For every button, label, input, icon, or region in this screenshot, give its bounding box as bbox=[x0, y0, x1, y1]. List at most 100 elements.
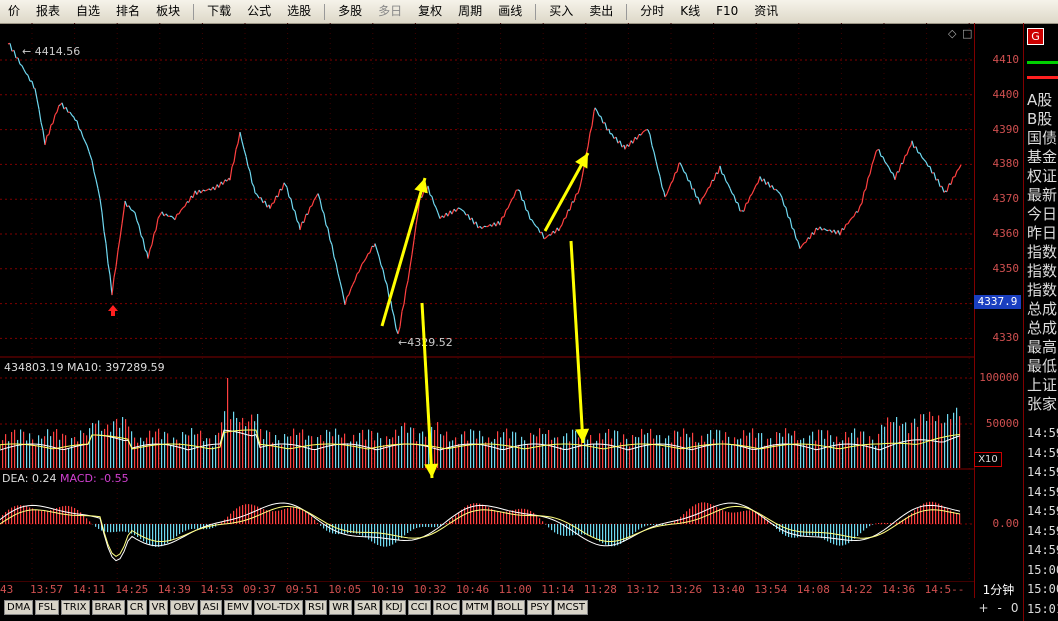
toolbar-button[interactable]: 排名 bbox=[116, 4, 141, 18]
toolbar-button[interactable]: 分时 bbox=[640, 4, 665, 18]
indicator-tab-mcst[interactable]: MCST bbox=[553, 600, 588, 615]
side-panel-item[interactable]: 指数 bbox=[1027, 243, 1058, 261]
side-panel-item[interactable]: 最新 bbox=[1027, 186, 1058, 204]
macd-histogram-bar bbox=[293, 507, 295, 524]
toolbar-button[interactable]: 下载 bbox=[207, 4, 232, 18]
side-panel-item[interactable]: 国债 bbox=[1027, 129, 1058, 147]
side-panel-item[interactable]: 上证 bbox=[1027, 376, 1058, 394]
zoom-in-button[interactable]: + bbox=[978, 600, 989, 615]
indicator-tab-mtm[interactable]: MTM bbox=[462, 600, 492, 615]
price-line-segment bbox=[361, 261, 365, 265]
side-panel-item[interactable]: 指数 bbox=[1027, 262, 1058, 280]
toolbar-button[interactable]: 画线 bbox=[498, 4, 523, 18]
price-line-segment bbox=[269, 203, 273, 209]
side-panel-item[interactable]: 总成 bbox=[1027, 319, 1058, 337]
indicator-tab-wr[interactable]: WR bbox=[329, 600, 353, 615]
side-panel-item[interactable]: 今日 bbox=[1027, 205, 1058, 223]
indicator-tab-vol-tdx[interactable]: VOL-TDX bbox=[253, 600, 303, 615]
side-panel-item[interactable]: 基金 bbox=[1027, 148, 1058, 166]
volume-bar bbox=[17, 439, 19, 468]
price-line-segment bbox=[958, 164, 962, 169]
indicator-tab-cci[interactable]: CCI bbox=[407, 600, 431, 615]
intraday-kline-chart[interactable]: ← 4414.56←4329.52434803.19 MA10: 397289.… bbox=[0, 23, 974, 582]
price-line-segment bbox=[71, 114, 75, 118]
side-panel-item[interactable]: 权证 bbox=[1027, 167, 1058, 185]
volume-bar bbox=[776, 432, 778, 468]
side-panel-item[interactable]: B股 bbox=[1027, 110, 1053, 128]
toolbar-button[interactable]: 报表 bbox=[36, 4, 61, 18]
macd-histogram-bar bbox=[296, 507, 298, 524]
indicator-tab-fsl[interactable]: FSL bbox=[35, 600, 59, 615]
volume-bar bbox=[44, 436, 46, 468]
indicator-tab-trix[interactable]: TRIX bbox=[60, 600, 90, 615]
indicator-tab-emv[interactable]: EMV bbox=[223, 600, 252, 615]
indicator-tab-kdj[interactable]: KDJ bbox=[382, 600, 406, 615]
price-line-segment bbox=[693, 188, 697, 198]
period-selector[interactable]: 1分钟 bbox=[982, 583, 1015, 597]
side-panel-item[interactable]: 总成 bbox=[1027, 300, 1058, 318]
toolbar-button[interactable]: 多日 bbox=[378, 4, 403, 18]
macd-histogram-bar bbox=[665, 524, 667, 525]
volume-bar bbox=[803, 438, 805, 468]
side-panel-item[interactable]: 张家 bbox=[1027, 395, 1058, 413]
price-line-segment bbox=[288, 196, 292, 200]
toolbar-button[interactable]: 多股 bbox=[338, 4, 363, 18]
price-line-segment bbox=[374, 243, 378, 251]
volume-bar bbox=[329, 431, 331, 468]
volume-bar bbox=[419, 433, 421, 468]
toolbar-button[interactable]: 选股 bbox=[287, 4, 312, 18]
indicator-tab-roc[interactable]: ROC bbox=[432, 600, 461, 615]
price-line-segment bbox=[731, 192, 735, 196]
volume-bar bbox=[716, 429, 718, 468]
toolbar-button[interactable]: 公式 bbox=[247, 4, 272, 18]
toolbar-button[interactable]: 买入 bbox=[549, 4, 574, 18]
volume-bar bbox=[311, 436, 313, 468]
price-line-segment bbox=[657, 169, 661, 177]
zoom-reset-button[interactable]: 0 bbox=[1010, 600, 1019, 615]
indicator-tab-obv[interactable]: OBV bbox=[170, 600, 198, 615]
toolbar-button[interactable]: 价 bbox=[8, 4, 21, 18]
price-line-segment bbox=[950, 176, 954, 185]
side-panel-item[interactable]: 指数 bbox=[1027, 281, 1058, 299]
volume-bar bbox=[155, 431, 157, 468]
indicator-tab-dma[interactable]: DMA bbox=[4, 600, 34, 615]
macd-histogram-bar bbox=[230, 513, 232, 524]
g-badge[interactable]: G bbox=[1027, 28, 1044, 45]
volume-bar bbox=[614, 430, 616, 468]
zoom-out-button[interactable]: - bbox=[997, 600, 1002, 615]
toolbar-button[interactable]: 自选 bbox=[76, 4, 101, 18]
macd-histogram-bar bbox=[149, 524, 151, 545]
toolbar-button[interactable]: F10 bbox=[716, 4, 739, 18]
volume-bar bbox=[26, 440, 28, 468]
toolbar-button[interactable]: 资讯 bbox=[754, 4, 779, 18]
toolbar-button[interactable]: 板块 bbox=[156, 4, 181, 18]
volume-bar bbox=[584, 434, 586, 468]
toolbar-button[interactable]: 卖出 bbox=[589, 4, 614, 18]
price-line-segment bbox=[335, 262, 339, 274]
price-line-segment bbox=[565, 209, 569, 218]
green-indicator-bar bbox=[1027, 61, 1058, 64]
indicator-tab-boll[interactable]: BOLL bbox=[493, 600, 526, 615]
toolbar-button[interactable]: 周期 bbox=[458, 4, 483, 18]
toolbar-button[interactable]: 复权 bbox=[418, 4, 443, 18]
price-line-segment bbox=[109, 274, 113, 296]
indicator-tab-cr[interactable]: CR bbox=[126, 600, 147, 615]
indicator-tab-psy[interactable]: PSY bbox=[527, 600, 552, 615]
price-line-segment bbox=[505, 207, 509, 211]
price-line-segment bbox=[319, 199, 323, 210]
side-panel-item[interactable]: 昨日 bbox=[1027, 224, 1058, 242]
volume-bar bbox=[629, 446, 631, 468]
toolbar-button[interactable]: K线 bbox=[680, 4, 701, 18]
indicator-tab-vr[interactable]: VR bbox=[148, 600, 169, 615]
price-line-segment bbox=[683, 171, 687, 175]
time-tick-label: 14:39 bbox=[157, 583, 191, 596]
indicator-tab-rsi[interactable]: RSI bbox=[304, 600, 328, 615]
toolbar-separator bbox=[193, 3, 195, 20]
indicator-tab-sar[interactable]: SAR bbox=[354, 600, 381, 615]
volume-bar bbox=[38, 435, 40, 468]
side-panel-item[interactable]: 最高 bbox=[1027, 338, 1058, 356]
indicator-tab-brar[interactable]: BRAR bbox=[91, 600, 125, 615]
side-panel-item[interactable]: 最低 bbox=[1027, 357, 1058, 375]
side-panel-item[interactable]: A股 bbox=[1027, 91, 1053, 109]
indicator-tab-asi[interactable]: ASI bbox=[199, 600, 222, 615]
